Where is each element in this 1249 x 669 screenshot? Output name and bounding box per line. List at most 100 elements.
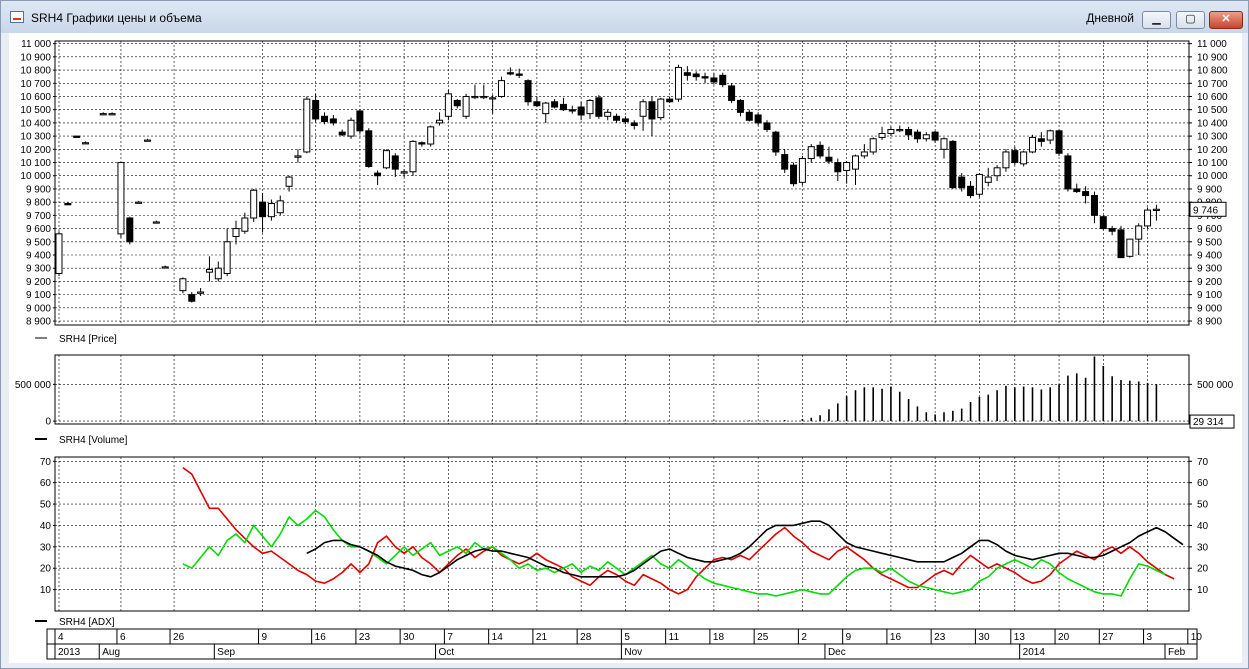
y-tick-label-right: 10 000 bbox=[1197, 171, 1228, 182]
candle-up bbox=[878, 132, 886, 138]
y-tick-label-right: 9 500 bbox=[1197, 237, 1222, 248]
y-tick-label-right: 10 500 bbox=[1197, 105, 1228, 116]
y-tick-label-right: 10 300 bbox=[1197, 132, 1228, 143]
adx-panel[interactable]: 10 10 20 20 30 30 40 40 50 50 60 60 70 70 SRH4 [ADX] bbox=[35, 456, 1209, 628]
candle-down bbox=[736, 99, 744, 113]
panel-frame bbox=[54, 40, 1190, 326]
close-button[interactable]: ✕ bbox=[1209, 11, 1243, 29]
candle-up bbox=[462, 95, 470, 117]
candle-down bbox=[356, 110, 364, 132]
candle-up bbox=[480, 95, 488, 99]
candle-down bbox=[1064, 155, 1072, 190]
candle-up bbox=[1002, 151, 1010, 169]
candle-up bbox=[798, 158, 806, 183]
day-label: 7 bbox=[447, 632, 453, 643]
last-volume-label: 29 314 bbox=[1193, 417, 1224, 428]
candle-down bbox=[931, 131, 939, 141]
candle-up bbox=[436, 119, 444, 124]
candle-down bbox=[1108, 228, 1116, 232]
candle-down bbox=[701, 76, 709, 79]
day-label: 9 bbox=[846, 632, 852, 643]
day-label: 30 bbox=[978, 632, 990, 643]
y-tick-label-right: 9 300 bbox=[1197, 264, 1222, 275]
y-tick-label-right: 40 bbox=[1197, 521, 1209, 532]
legend-label: SRH4 [Volume] bbox=[59, 435, 128, 446]
candle-up bbox=[382, 150, 390, 169]
candle-down bbox=[1090, 195, 1098, 216]
candle-down bbox=[1055, 130, 1063, 154]
day-label: 23 bbox=[934, 632, 946, 643]
candle-down bbox=[825, 156, 833, 162]
candle-down bbox=[745, 111, 753, 121]
y-tick-label-left: 10 000 bbox=[20, 171, 51, 182]
candle-down bbox=[781, 154, 789, 170]
day-label: 16 bbox=[890, 632, 902, 643]
y-tick-label-left: 10 600 bbox=[20, 92, 51, 103]
candle-up bbox=[267, 202, 275, 218]
day-label: 23 bbox=[359, 632, 371, 643]
candle-up bbox=[975, 173, 983, 195]
candle-down bbox=[958, 176, 966, 189]
last-price-box bbox=[1189, 201, 1227, 217]
candle-up bbox=[214, 267, 222, 280]
last-price-label: 9 746 bbox=[1193, 205, 1218, 216]
chart-app-icon bbox=[10, 11, 24, 23]
y-tick-label-right: 30 bbox=[1197, 542, 1209, 553]
candle-down bbox=[719, 74, 727, 86]
month-label: Aug bbox=[102, 647, 120, 658]
y-tick-label-right: 500 000 bbox=[1197, 380, 1234, 391]
y-tick-label-right: 10 900 bbox=[1197, 52, 1228, 63]
y-tick-label-right: 10 700 bbox=[1197, 79, 1228, 90]
period-selector[interactable]: Дневной bbox=[1086, 11, 1134, 25]
candle-up bbox=[940, 138, 948, 150]
y-tick-label-right: 9 900 bbox=[1197, 184, 1222, 195]
y-tick-label-left: 9 900 bbox=[26, 184, 51, 195]
candle-up bbox=[657, 98, 665, 119]
y-tick-label-left: 9 700 bbox=[26, 211, 51, 222]
candle-up bbox=[444, 93, 452, 117]
day-label: 18 bbox=[713, 632, 725, 643]
day-label: 30 bbox=[403, 632, 415, 643]
candle-down bbox=[816, 144, 824, 157]
date-axis: 4 6 26 9 16 23 30 7 14 21 28 5 11 18 25 2 9 16 23 30 13 20 27 3… bbox=[46, 628, 1202, 660]
candle-down bbox=[1117, 229, 1125, 259]
candle-up bbox=[135, 201, 143, 204]
candle-up bbox=[887, 129, 895, 134]
title-bar[interactable]: SRH4 Графики цены и объема Дневной ▁ ▢ ✕ bbox=[1, 1, 1248, 33]
maximize-button[interactable]: ▢ bbox=[1176, 11, 1205, 29]
candle-down bbox=[1082, 191, 1090, 197]
candle-up bbox=[347, 119, 355, 137]
last-volume-box bbox=[1189, 414, 1235, 429]
candle-up bbox=[896, 129, 904, 132]
candle-up bbox=[852, 155, 859, 170]
day-label: 4 bbox=[58, 632, 64, 643]
y-tick-label-left: 40 bbox=[40, 521, 52, 532]
candle-down bbox=[1099, 216, 1107, 230]
y-tick-label-left: 70 bbox=[40, 457, 52, 468]
candle-up bbox=[1135, 225, 1143, 240]
candle-down bbox=[790, 164, 798, 185]
month-label: Nov bbox=[624, 647, 642, 658]
candle-down bbox=[64, 202, 72, 206]
y-tick-label-right: 50 bbox=[1197, 500, 1209, 511]
y-tick-label-left: 9 000 bbox=[26, 303, 51, 314]
candle-up bbox=[179, 278, 187, 292]
candle-down bbox=[515, 73, 523, 76]
y-tick-label-left: 30 bbox=[40, 542, 52, 553]
candle-up bbox=[807, 146, 815, 160]
y-tick-label-left: 10 700 bbox=[20, 79, 51, 90]
candle-down bbox=[533, 101, 541, 107]
day-label: 2 bbox=[801, 632, 807, 643]
legend-label: SRH4 [Price] bbox=[59, 334, 117, 345]
day-label: 16 bbox=[315, 632, 327, 643]
y-tick-label-left: 10 bbox=[40, 585, 52, 596]
candle-down bbox=[905, 129, 913, 136]
candle-up bbox=[604, 111, 612, 117]
price-panel[interactable]: 8 900 8 900 9 000 9 000 9 100 9 100 9 200 9 200… bbox=[20, 39, 1228, 345]
minimize-button[interactable]: ▁ bbox=[1142, 11, 1171, 29]
day-label: 13 bbox=[1014, 632, 1026, 643]
candle-down bbox=[365, 130, 373, 167]
